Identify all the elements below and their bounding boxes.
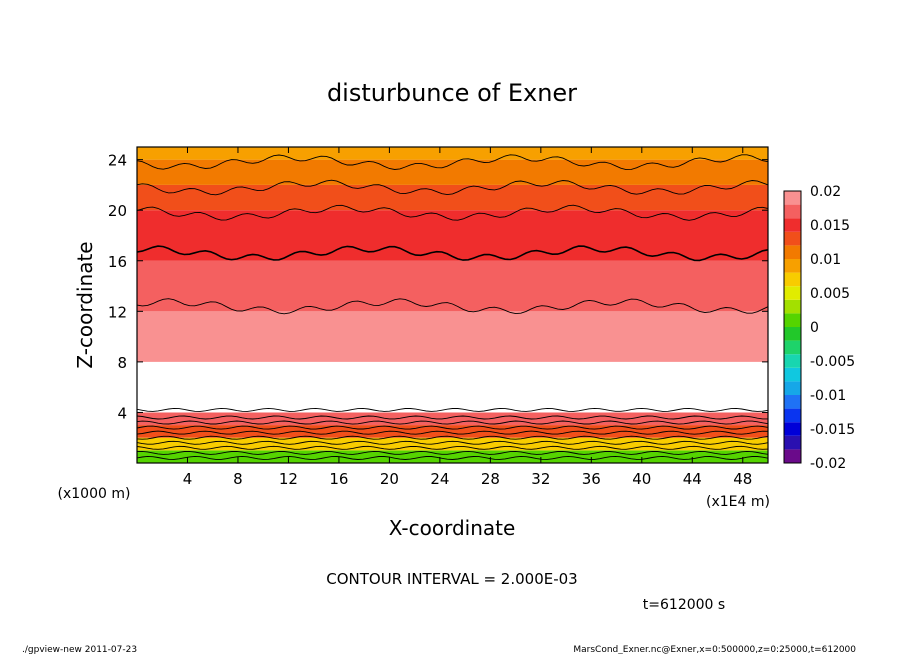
y-tick-label: 24 bbox=[108, 152, 127, 170]
colorbar-swatch bbox=[784, 313, 801, 327]
colorbar-tick-label: 0.005 bbox=[810, 286, 850, 302]
colorbar-tick-label: 0 bbox=[810, 320, 819, 336]
colorbar-tick-label: 0.015 bbox=[810, 218, 850, 234]
contour-band bbox=[137, 361, 768, 413]
colorbar-frame bbox=[783, 190, 802, 464]
x-tick-label: 12 bbox=[279, 470, 298, 488]
y-tick-label: 12 bbox=[108, 303, 127, 321]
colorbar-swatch bbox=[784, 231, 801, 246]
contour-band bbox=[137, 425, 768, 438]
colorbar-swatch bbox=[784, 245, 801, 259]
x-tick-label: 4 bbox=[183, 470, 193, 488]
contour-band bbox=[137, 260, 768, 312]
contour-line bbox=[137, 450, 768, 455]
y-axis: 4 8 12 16 20 24 bbox=[108, 152, 768, 422]
colorbar-swatch bbox=[784, 381, 801, 395]
time-label: t=612000 s bbox=[643, 597, 725, 613]
colorbar-swatch bbox=[784, 286, 801, 300]
contour-line bbox=[137, 445, 768, 450]
colorbar-swatch bbox=[784, 449, 801, 463]
x-tick-label: 8 bbox=[233, 470, 243, 488]
colorbar-swatch bbox=[784, 272, 801, 287]
y-tick-label: 4 bbox=[117, 404, 127, 422]
colorbar-tick-label: 0.01 bbox=[810, 252, 841, 268]
contour-lines bbox=[137, 154, 768, 460]
x-tick-label: 16 bbox=[329, 470, 348, 488]
x-tick-label: 40 bbox=[632, 470, 651, 488]
colorbar-swatch bbox=[784, 408, 801, 423]
colorbar-swatch bbox=[784, 204, 801, 219]
colorbar-tick-label: -0.015 bbox=[810, 422, 855, 438]
contour-fill bbox=[137, 147, 768, 463]
footer-left: ./gpview-new 2011-07-23 bbox=[22, 645, 137, 654]
contour-line bbox=[137, 415, 768, 420]
contour-interval-text: CONTOUR INTERVAL = 2.000E-03 bbox=[326, 570, 577, 588]
contour-line bbox=[137, 440, 768, 445]
x-axis: 4 8 12 16 20 24 28 32 36 40 44 48 bbox=[183, 147, 752, 488]
colorbar-swatch bbox=[784, 435, 801, 450]
colorbar-swatch bbox=[784, 422, 801, 436]
colorbar-tick-label: 0.02 bbox=[810, 184, 841, 200]
x-tick-label: 32 bbox=[531, 470, 550, 488]
x-axis-label: X-coordinate bbox=[389, 516, 516, 540]
y-tick-label: 16 bbox=[108, 253, 127, 271]
colorbar-swatch bbox=[784, 191, 801, 205]
x-unit-label: (x1E4 m) bbox=[706, 494, 770, 510]
contour-line bbox=[137, 204, 768, 221]
y-unit-label: (x1000 m) bbox=[58, 486, 131, 502]
chart-title: disturbunce of Exner bbox=[327, 79, 577, 107]
contour-line bbox=[137, 298, 768, 315]
x-tick-label: 28 bbox=[481, 470, 500, 488]
contour-line bbox=[137, 179, 768, 196]
colorbar-swatch bbox=[784, 218, 801, 232]
contour-band bbox=[137, 437, 768, 451]
x-tick-label: 24 bbox=[430, 470, 449, 488]
x-tick-label: 48 bbox=[733, 470, 752, 488]
y-tick-label: 20 bbox=[108, 202, 127, 220]
y-axis-label: Z-coordinate bbox=[73, 241, 97, 368]
contour-line bbox=[137, 430, 768, 435]
footer-right: MarsCond_Exner.nc@Exner,x=0:500000,z=0:2… bbox=[573, 645, 856, 654]
x-tick-label: 36 bbox=[582, 470, 601, 488]
colorbar-tick-label: -0.02 bbox=[810, 456, 846, 472]
y-tick-label: 8 bbox=[117, 354, 127, 372]
contour-band bbox=[137, 147, 768, 160]
x-tick-label: 20 bbox=[380, 470, 399, 488]
x-tick-label: 44 bbox=[683, 470, 702, 488]
contour-line bbox=[137, 435, 768, 440]
colorbar-swatch bbox=[784, 259, 801, 273]
contour-band bbox=[137, 210, 768, 261]
plot-frame bbox=[136, 146, 769, 464]
colorbar-swatch bbox=[784, 340, 801, 355]
contour-band bbox=[137, 311, 768, 362]
colorbar-swatch bbox=[784, 395, 801, 409]
contour-line bbox=[137, 407, 768, 412]
contour-line bbox=[137, 154, 768, 171]
colorbar-swatch bbox=[784, 299, 801, 314]
contour-line bbox=[137, 245, 768, 262]
colorbar-swatch bbox=[784, 327, 801, 341]
colorbar-tick-label: -0.01 bbox=[810, 388, 846, 404]
colorbar: 0.02 0.015 0.01 0.005 0 -0.005 -0.01 -0.015 -0.0… bbox=[783, 184, 855, 472]
colorbar-tick-label: -0.005 bbox=[810, 354, 855, 370]
contour-band bbox=[137, 450, 768, 463]
contour-line bbox=[137, 455, 768, 460]
contour-band bbox=[137, 412, 768, 426]
contour-line bbox=[137, 425, 768, 430]
contour-line bbox=[137, 420, 768, 425]
colorbar-swatch bbox=[784, 367, 801, 382]
colorbar-swatch bbox=[784, 354, 801, 368]
